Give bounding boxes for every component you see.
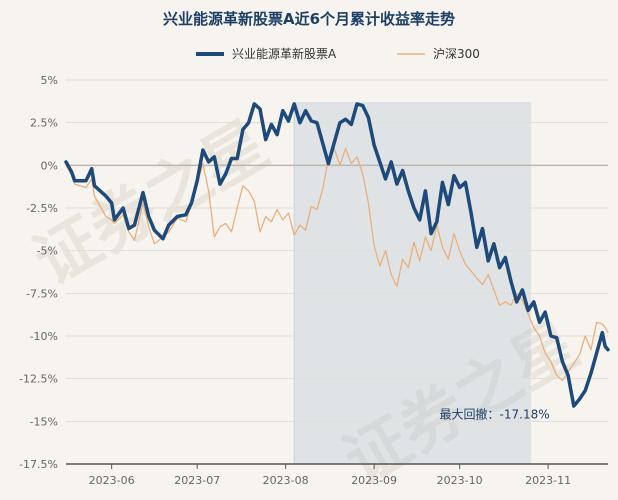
x-tick-label: 2023-11 [525, 474, 571, 487]
chart-title: 兴业能源革新股票A近6个月累计收益率走势 [163, 10, 455, 28]
legend-label-index: 沪深300 [433, 47, 480, 61]
y-tick-label: 5% [41, 74, 58, 87]
x-tick-label: 2023-09 [351, 474, 397, 487]
y-tick-label: 2.5% [30, 117, 58, 130]
max-drawdown-label: 最大回撤：-17.18% [440, 407, 550, 422]
y-tick-label: -12.5% [19, 373, 58, 386]
x-tick-label: 2023-07 [174, 474, 220, 487]
series-lines [64, 102, 610, 408]
x-tick-label: 2023-06 [89, 474, 135, 487]
y-tick-label: -5% [37, 245, 58, 258]
x-axis: 2023-06 2023-07 2023-08 2023-09 2023-10 2023-… [66, 463, 608, 487]
series-line-fund [64, 102, 610, 408]
y-tick-label: -17.5% [19, 458, 58, 471]
x-tick-label: 2023-08 [263, 474, 309, 487]
y-tick-label: -10% [30, 330, 58, 343]
y-tick-label: -15% [30, 415, 58, 428]
y-axis: 5% 2.5% 0% -2.5% -5% -7.5% -10% -12.5% -15% -17.5… [19, 74, 58, 471]
legend-label-fund: 兴业能源革新股票A [232, 46, 337, 61]
x-tick-label: 2023-10 [437, 474, 483, 487]
y-tick-label: -7.5% [26, 287, 58, 300]
y-tick-label: -2.5% [26, 202, 58, 215]
y-tick-label: 0% [41, 159, 58, 172]
legend: 兴业能源革新股票A 沪深300 [196, 46, 480, 61]
